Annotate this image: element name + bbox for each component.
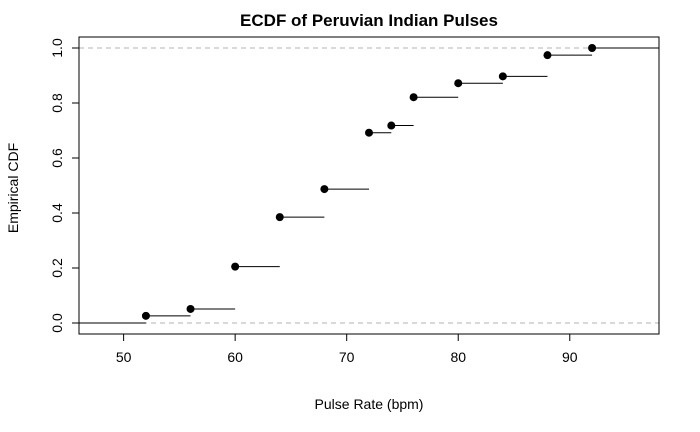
x-tick-label: 80 [450, 349, 466, 365]
data-point [320, 185, 328, 193]
y-tick-label: 0.8 [49, 93, 65, 113]
plot-frame [79, 37, 659, 334]
data-point [365, 129, 373, 137]
x-axis-label: Pulse Rate (bpm) [315, 396, 424, 412]
data-point [142, 312, 150, 320]
x-tick-label: 70 [339, 349, 355, 365]
data-point [454, 79, 462, 87]
data-point [410, 93, 418, 101]
y-tick-label: 0.0 [49, 313, 65, 333]
x-tick-label: 60 [227, 349, 243, 365]
y-tick-label: 0.2 [49, 258, 65, 278]
x-tick-label: 90 [562, 349, 578, 365]
y-tick-label: 0.4 [49, 203, 65, 223]
y-tick-label: 0.6 [49, 148, 65, 168]
data-point [187, 305, 195, 313]
data-point [387, 122, 395, 130]
chart-title: ECDF of Peruvian Indian Pulses [240, 11, 498, 30]
data-point [276, 213, 284, 221]
data-point [543, 51, 551, 59]
x-tick-label: 50 [116, 349, 132, 365]
plot-area: 50 60 70 80 90 0.0 0.2 0.4 0.6 0.8 1.0 [49, 37, 659, 365]
y-axis-label: Empirical CDF [5, 143, 21, 233]
data-point [499, 72, 507, 80]
y-tick-label: 1.0 [49, 38, 65, 58]
data-point [231, 263, 239, 271]
data-point [588, 44, 596, 52]
